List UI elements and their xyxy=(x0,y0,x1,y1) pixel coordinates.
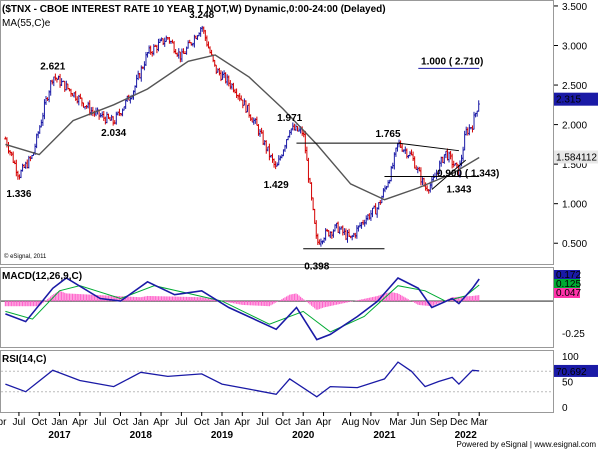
annotation-label: 1.429 xyxy=(264,180,289,191)
year-label: 2021 xyxy=(373,430,396,441)
macd-value-box xyxy=(554,288,580,298)
macd-line xyxy=(5,277,480,341)
macd-signal-line xyxy=(5,284,480,333)
macd-value-label: 0.172 xyxy=(556,270,581,281)
price-tick-label: 0.500 xyxy=(562,239,587,250)
ma-value-label: 1.584112 xyxy=(556,152,597,163)
price-panel xyxy=(0,0,554,265)
month-label: Jan xyxy=(51,417,67,428)
month-label: Apr xyxy=(0,417,7,428)
ma-label: MA(55,C)e xyxy=(2,18,51,29)
year-label: 2019 xyxy=(211,430,234,441)
month-label: Jul xyxy=(94,417,107,428)
price-tick-label: 1.000 xyxy=(562,200,587,211)
month-label: Jan xyxy=(295,417,311,428)
month-label: Jul xyxy=(13,417,26,428)
month-label: Apr xyxy=(153,417,169,428)
copyright: © eSignal, 2011 xyxy=(4,253,47,260)
rsi-value-box xyxy=(554,364,598,377)
month-label: Aug xyxy=(342,417,360,428)
price-tick-label: 2.000 xyxy=(562,121,587,132)
month-label: Oct xyxy=(31,417,47,428)
triangle-lower xyxy=(431,159,467,190)
annotation-label: 0.398 xyxy=(304,261,329,272)
ma-value-label-box xyxy=(554,150,598,164)
year-label: 2022 xyxy=(455,430,478,441)
month-label: Jul xyxy=(256,417,269,428)
macd-value-label: 0.125 xyxy=(556,279,581,290)
month-label: Sep xyxy=(430,417,448,428)
last-price-label-box xyxy=(554,92,598,106)
last-price-label: 2.315 xyxy=(556,95,581,106)
triangle-upper xyxy=(397,142,459,152)
month-label: Jan xyxy=(214,417,230,428)
month-label: Dec xyxy=(450,417,468,428)
rsi-value-label: 70.692 xyxy=(556,367,587,378)
price-tick-label: 1.500 xyxy=(562,160,587,171)
month-label: Oct xyxy=(275,417,291,428)
annotation-label: 2.034 xyxy=(101,128,126,139)
annotation-label: 1.971 xyxy=(277,113,302,124)
price-tick-label: 2.500 xyxy=(562,81,587,92)
rsi-tick-label: 100 xyxy=(562,352,579,363)
annotation-label: 1.765 xyxy=(375,129,400,140)
month-label: Oct xyxy=(113,417,129,428)
rsi-line xyxy=(5,361,480,398)
chart-title: ($TNX - CBOE INTEREST RATE 10 YEAR T NOT… xyxy=(2,4,386,15)
month-label: Apr xyxy=(235,417,251,428)
macd-panel xyxy=(0,267,554,348)
rsi-label: RSI(14,C) xyxy=(2,354,46,365)
month-label: Apr xyxy=(316,417,332,428)
year-label: 2020 xyxy=(292,430,315,441)
month-label: Nov xyxy=(362,417,380,428)
footer: Powered by eSignal | www.esignal.com xyxy=(457,440,597,449)
year-label: 2018 xyxy=(130,430,153,441)
month-label: Apr xyxy=(72,417,88,428)
ma-line xyxy=(5,54,480,201)
annotation-label: 0.900 ( 1.343) xyxy=(437,169,499,180)
macd-value-box xyxy=(554,270,580,280)
annotation-label: 1.000 ( 2.710) xyxy=(421,56,483,67)
macd-label: MACD(12,26,9,C) xyxy=(2,271,82,282)
price-tick-label: 3.500 xyxy=(562,2,587,13)
macd-tick-label: -0.25 xyxy=(562,329,585,340)
month-label: Oct xyxy=(194,417,210,428)
month-label: Jan xyxy=(133,417,149,428)
rsi-tick-label: 50 xyxy=(562,378,574,389)
annotation-label: 1.336 xyxy=(6,189,31,200)
price-tick-label: 3.000 xyxy=(562,42,587,53)
rsi-tick-label: 0 xyxy=(562,403,568,414)
year-label: 2017 xyxy=(48,430,71,441)
annotation-label: 3.248 xyxy=(189,10,214,21)
annotation-label: 1.343 xyxy=(446,185,471,196)
month-label: Jun xyxy=(410,417,426,428)
month-label: Mar xyxy=(389,417,407,428)
macd-value-label: 0.047 xyxy=(556,288,581,299)
month-label: Mar xyxy=(471,417,489,428)
annotation-label: 2.621 xyxy=(40,61,65,72)
month-label: Jul xyxy=(175,417,188,428)
macd-value-box xyxy=(554,279,580,289)
